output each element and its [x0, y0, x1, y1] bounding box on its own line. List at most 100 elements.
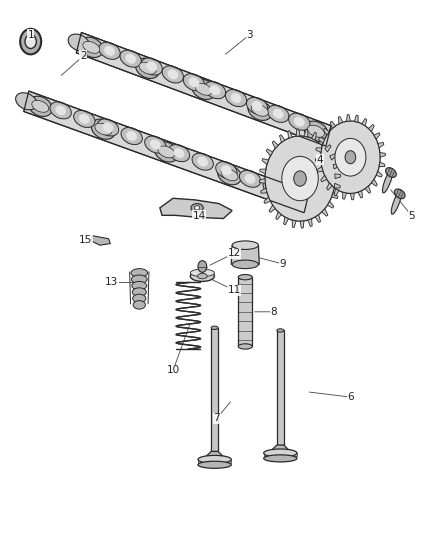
Ellipse shape	[126, 131, 137, 141]
Circle shape	[345, 151, 356, 164]
Text: 14: 14	[193, 211, 206, 221]
Circle shape	[321, 121, 380, 193]
Polygon shape	[231, 245, 259, 264]
Ellipse shape	[188, 77, 199, 87]
Ellipse shape	[158, 146, 175, 158]
Circle shape	[335, 139, 366, 176]
Ellipse shape	[211, 326, 218, 329]
Polygon shape	[322, 209, 328, 216]
Ellipse shape	[273, 109, 283, 119]
Polygon shape	[350, 193, 354, 200]
Ellipse shape	[268, 182, 279, 192]
Polygon shape	[266, 149, 272, 156]
Ellipse shape	[232, 260, 258, 269]
Ellipse shape	[155, 142, 178, 162]
Ellipse shape	[263, 179, 284, 196]
Polygon shape	[203, 451, 226, 459]
Ellipse shape	[382, 169, 393, 193]
Polygon shape	[333, 164, 339, 169]
Polygon shape	[198, 459, 231, 463]
Polygon shape	[308, 219, 312, 227]
Text: 6: 6	[347, 392, 354, 402]
Polygon shape	[315, 157, 321, 162]
Ellipse shape	[20, 29, 41, 54]
Ellipse shape	[394, 189, 405, 199]
Ellipse shape	[125, 54, 136, 63]
Ellipse shape	[192, 153, 213, 170]
Ellipse shape	[120, 50, 141, 67]
Ellipse shape	[131, 275, 147, 284]
Polygon shape	[283, 217, 289, 225]
Ellipse shape	[191, 269, 215, 277]
Ellipse shape	[191, 271, 215, 281]
Text: 3: 3	[246, 30, 253, 39]
Text: 15: 15	[79, 235, 92, 245]
Ellipse shape	[50, 102, 71, 119]
Ellipse shape	[83, 42, 100, 53]
Ellipse shape	[132, 288, 146, 296]
Polygon shape	[296, 129, 300, 136]
Polygon shape	[321, 175, 327, 182]
Polygon shape	[269, 205, 275, 213]
Ellipse shape	[240, 170, 261, 187]
Ellipse shape	[238, 274, 252, 280]
Polygon shape	[362, 118, 367, 126]
Ellipse shape	[131, 269, 148, 277]
Ellipse shape	[281, 187, 304, 208]
Polygon shape	[343, 192, 346, 199]
Polygon shape	[335, 174, 341, 179]
Polygon shape	[365, 186, 371, 193]
Polygon shape	[327, 183, 332, 190]
Ellipse shape	[150, 140, 161, 150]
Polygon shape	[264, 453, 297, 456]
Ellipse shape	[264, 455, 297, 462]
Ellipse shape	[391, 191, 402, 214]
Ellipse shape	[132, 281, 147, 290]
Polygon shape	[260, 169, 266, 174]
Ellipse shape	[191, 204, 203, 212]
Ellipse shape	[167, 69, 178, 79]
Ellipse shape	[248, 100, 272, 120]
Ellipse shape	[215, 161, 237, 179]
Ellipse shape	[284, 191, 301, 204]
Ellipse shape	[245, 174, 255, 184]
Polygon shape	[332, 192, 338, 199]
Ellipse shape	[194, 206, 200, 210]
Ellipse shape	[268, 105, 289, 123]
Text: 1: 1	[27, 30, 34, 39]
Ellipse shape	[74, 110, 95, 127]
Ellipse shape	[218, 165, 241, 185]
Ellipse shape	[232, 241, 258, 249]
Ellipse shape	[32, 100, 49, 112]
Polygon shape	[328, 201, 334, 208]
Text: 7: 7	[213, 414, 220, 423]
Ellipse shape	[238, 344, 252, 349]
Ellipse shape	[173, 148, 184, 158]
Polygon shape	[259, 179, 265, 183]
Ellipse shape	[183, 74, 205, 91]
Polygon shape	[376, 171, 382, 177]
Polygon shape	[346, 115, 350, 122]
Ellipse shape	[139, 62, 156, 74]
Ellipse shape	[221, 169, 238, 181]
Ellipse shape	[102, 123, 113, 132]
Text: 8: 8	[270, 307, 277, 317]
Polygon shape	[277, 330, 284, 445]
Polygon shape	[323, 128, 329, 135]
Text: 9: 9	[279, 259, 286, 269]
Ellipse shape	[92, 119, 115, 139]
Ellipse shape	[294, 117, 305, 127]
Ellipse shape	[198, 273, 207, 279]
Polygon shape	[378, 142, 384, 148]
Polygon shape	[316, 148, 321, 152]
Ellipse shape	[210, 85, 220, 95]
Text: 5: 5	[408, 211, 415, 221]
Polygon shape	[371, 179, 378, 186]
Polygon shape	[330, 121, 336, 128]
Polygon shape	[311, 132, 317, 140]
Ellipse shape	[289, 113, 310, 130]
Ellipse shape	[198, 455, 231, 464]
Polygon shape	[238, 277, 252, 346]
Ellipse shape	[95, 123, 112, 135]
Ellipse shape	[168, 144, 190, 161]
